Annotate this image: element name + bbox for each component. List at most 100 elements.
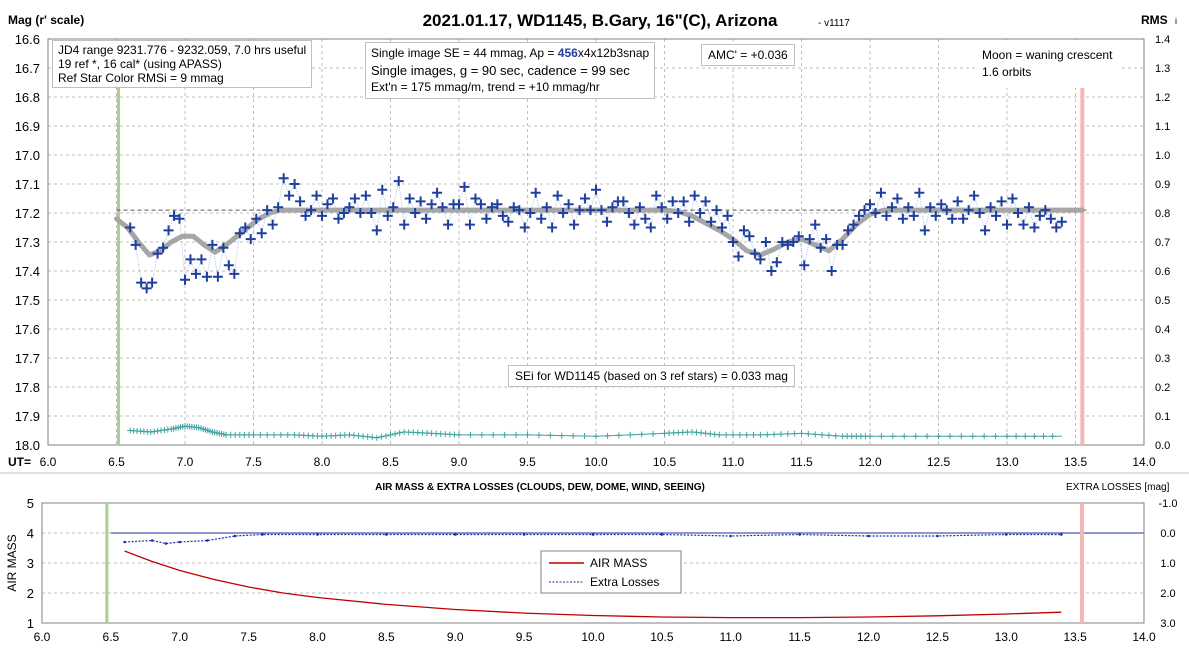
rms-point xyxy=(901,433,908,440)
bottom-x-tick-labels: 6.0 6.5 7.0 7.5 8.0 8.5 9.0 9.5 10.0 10.5 11.0 11.5… xyxy=(34,630,1156,644)
top-y-tick-label: 17.7 xyxy=(15,351,40,366)
magnitude-point xyxy=(130,239,141,250)
rms-point xyxy=(743,431,750,438)
rms-point xyxy=(958,433,965,440)
rms-tick-label: 1.3 xyxy=(1155,63,1170,75)
rms-series xyxy=(127,423,1062,441)
magnitude-point xyxy=(410,208,421,218)
magnitude-point xyxy=(1056,216,1067,227)
rms-point xyxy=(878,433,885,440)
magnitude-point xyxy=(459,181,470,192)
extra-losses-tick-label: 3.0 xyxy=(1160,618,1175,630)
magnitude-point xyxy=(525,208,536,218)
magnitude-point xyxy=(508,202,519,213)
magnitude-point xyxy=(826,266,837,276)
rms-tick-label: 1.0 xyxy=(1155,150,1170,162)
magnitude-point xyxy=(218,242,229,253)
bottom-x-tick-label: 12.0 xyxy=(857,630,881,644)
top-y-tick-label: 17.9 xyxy=(15,409,40,424)
rms-point xyxy=(570,432,577,439)
model-curve xyxy=(114,207,1085,258)
rms-point xyxy=(1040,433,1047,440)
rms-point xyxy=(730,431,736,438)
magnitude-point xyxy=(722,210,733,221)
magnitude-point xyxy=(278,173,289,184)
extra-losses-point xyxy=(798,533,801,536)
top-chart-title: 2021.01.17, WD1145, B.Gary, 16"(C), Ariz… xyxy=(423,11,778,30)
magnitude-point xyxy=(454,199,464,210)
magnitude-point xyxy=(859,205,870,216)
bottom-x-tick-label: 10.5 xyxy=(650,630,674,644)
bottom-x-tick-label: 14.0 xyxy=(1132,630,1156,644)
magnitude-point xyxy=(174,213,185,224)
magnitude-point xyxy=(607,202,618,213)
single-image-se-text: Single image SE = 44 mmag, Ap = 456x4x12… xyxy=(371,45,649,62)
top-plot-area xyxy=(47,38,1145,446)
magnitude-point xyxy=(837,239,848,250)
bottom-x-tick-label: 11.5 xyxy=(788,630,811,644)
rms-point xyxy=(924,433,931,440)
top-x-tick-label: 6.5 xyxy=(108,455,125,469)
top-x-tick-label: 6.0 xyxy=(40,455,57,469)
moon-info-box: Moon = waning crescent 1.6 orbits xyxy=(975,40,1120,88)
extra-losses-point xyxy=(591,533,595,536)
top-y-tick-label: 16.7 xyxy=(15,61,40,76)
magnitude-point xyxy=(870,208,881,218)
magnitude-point xyxy=(295,196,306,207)
extra-losses-tick-label: 1.0 xyxy=(1160,558,1175,570)
rms-point xyxy=(736,431,743,438)
top-x-tick-labels: 6.0 6.5 7.0 7.5 8.0 8.5 9.0 9.5 10.0 10.5 11.0 11.5… xyxy=(40,455,1156,469)
top-chart-version: - v1117 xyxy=(818,18,850,29)
rms-point xyxy=(387,431,394,438)
rms-point xyxy=(467,431,474,438)
magnitude-point xyxy=(684,216,695,227)
magnitude-point xyxy=(760,237,771,247)
magnitude-point xyxy=(136,277,147,288)
rms-point xyxy=(825,432,832,439)
rms-point xyxy=(1004,433,1010,440)
magnitude-point xyxy=(443,219,454,230)
magnitude-point xyxy=(875,187,886,198)
rms-point xyxy=(832,432,839,439)
magnitude-point xyxy=(1029,222,1040,233)
magnitude-point xyxy=(749,248,760,259)
magnitude-point xyxy=(514,205,525,216)
magnitude-point xyxy=(497,210,508,221)
top-x-tick-label: 13.5 xyxy=(1064,455,1088,469)
rms-tick-label: 0.8 xyxy=(1155,208,1170,220)
magnitude-point xyxy=(908,210,919,221)
magnitude-point xyxy=(475,199,486,210)
magnitude-point xyxy=(706,216,717,227)
bottom-y-tick-label: 1 xyxy=(27,616,34,631)
magnitude-point xyxy=(426,199,437,210)
magnitude-point xyxy=(185,254,196,265)
rms-point xyxy=(757,431,764,438)
rms-point xyxy=(277,431,284,438)
magnitude-point xyxy=(821,234,832,245)
magnitude-point xyxy=(1002,219,1012,230)
magnitude-point xyxy=(404,193,415,204)
extra-losses-point xyxy=(233,534,237,538)
legend-label-air-mass: AIR MASS xyxy=(590,556,647,570)
top-x-tick-label: 10.5 xyxy=(653,455,677,469)
extra-losses-point xyxy=(867,534,870,538)
magnitude-point xyxy=(464,219,475,230)
magnitude-point xyxy=(689,190,700,201)
magnitude-point xyxy=(1023,202,1034,213)
rms-tick-label: 0.1 xyxy=(1155,411,1170,423)
rms-point xyxy=(946,433,953,440)
top-x-tick-label: 7.0 xyxy=(177,455,194,469)
magnitude-point xyxy=(163,225,174,236)
rms-point xyxy=(558,432,565,439)
rms-point xyxy=(723,431,730,438)
top-rms-tick-labels: 0.0 0.1 0.2 0.3 0.4 0.5 0.6 0.7 0.8 0.9 1.0 1.1 1.2 1… xyxy=(1155,34,1170,452)
single-image-se-prefix: Single image SE = 44 mmag, Ap = xyxy=(371,46,558,60)
magnitude-point xyxy=(854,210,865,221)
top-y-tick-label: 16.8 xyxy=(15,90,40,105)
rms-point xyxy=(935,433,942,440)
magnitude-point xyxy=(843,225,854,236)
rms-point xyxy=(805,430,812,437)
magnitude-point xyxy=(930,210,941,221)
magnitude-point xyxy=(618,196,629,207)
magnitude-point xyxy=(338,208,349,218)
